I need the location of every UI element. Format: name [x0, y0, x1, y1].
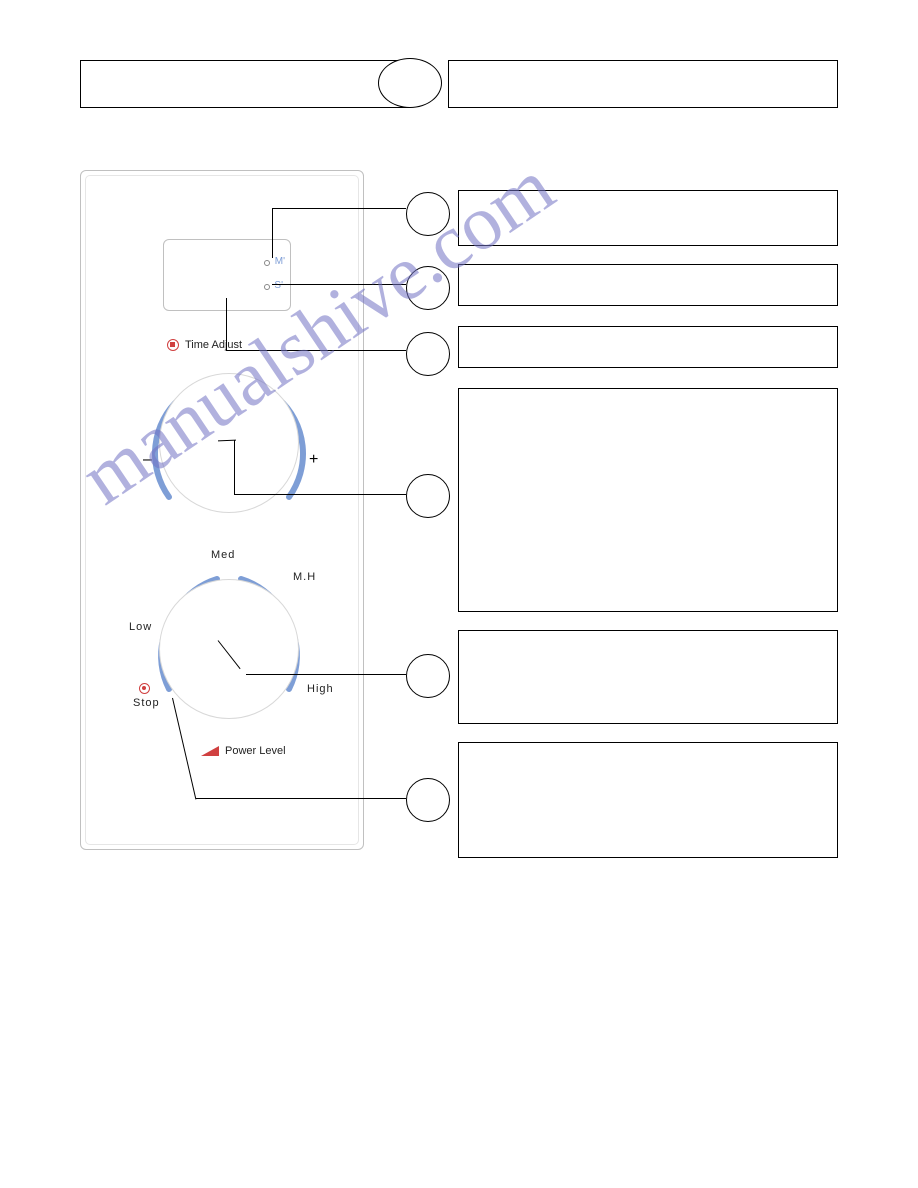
plus-label: +: [309, 451, 318, 469]
callout-line: [246, 674, 406, 675]
header-box-right: [448, 60, 838, 108]
callout-circle-3: [406, 332, 450, 376]
power-level-text: Power Level: [225, 745, 286, 757]
power-label-med: Med: [211, 549, 235, 561]
description-box-2: [458, 264, 838, 306]
second-indicator-dot: [264, 284, 270, 290]
callout-line: [272, 284, 406, 285]
callout-line: [226, 350, 406, 351]
minute-indicator-dot: [264, 260, 270, 266]
power-label-high: High: [307, 683, 334, 695]
header-oval-badge: [378, 58, 442, 108]
description-box-6: [458, 742, 838, 858]
minus-label: –: [143, 451, 152, 469]
minute-label: M': [275, 256, 285, 267]
callout-circle-6: [406, 778, 450, 822]
callout-line: [272, 208, 406, 209]
power-level-triangle-icon: [201, 746, 219, 756]
stop-icon: [139, 683, 150, 694]
description-box-4: [458, 388, 838, 612]
callout-line: [234, 440, 235, 494]
power-label-mh: M.H: [293, 571, 316, 583]
power-label-low: Low: [129, 621, 152, 633]
power-level-knob[interactable]: [159, 579, 299, 719]
time-adjust-knob[interactable]: [159, 373, 299, 513]
description-box-5: [458, 630, 838, 724]
callout-circle-5: [406, 654, 450, 698]
callout-circle-4: [406, 474, 450, 518]
description-box-3: [458, 326, 838, 368]
callout-circle-1: [406, 192, 450, 236]
second-label: S': [274, 280, 283, 291]
header-box-left: [80, 60, 410, 108]
time-adjust-icon: [167, 339, 179, 351]
power-label-stop: Stop: [133, 697, 160, 709]
callout-circle-2: [406, 266, 450, 310]
power-level-label-group: Power Level: [201, 745, 286, 757]
callout-line: [196, 798, 406, 799]
control-panel: M' S' Time Adjust – + Med M.H Low High S…: [80, 170, 364, 850]
callout-line: [226, 298, 227, 350]
description-box-1: [458, 190, 838, 246]
callout-line: [272, 208, 273, 258]
callout-line: [234, 494, 406, 495]
